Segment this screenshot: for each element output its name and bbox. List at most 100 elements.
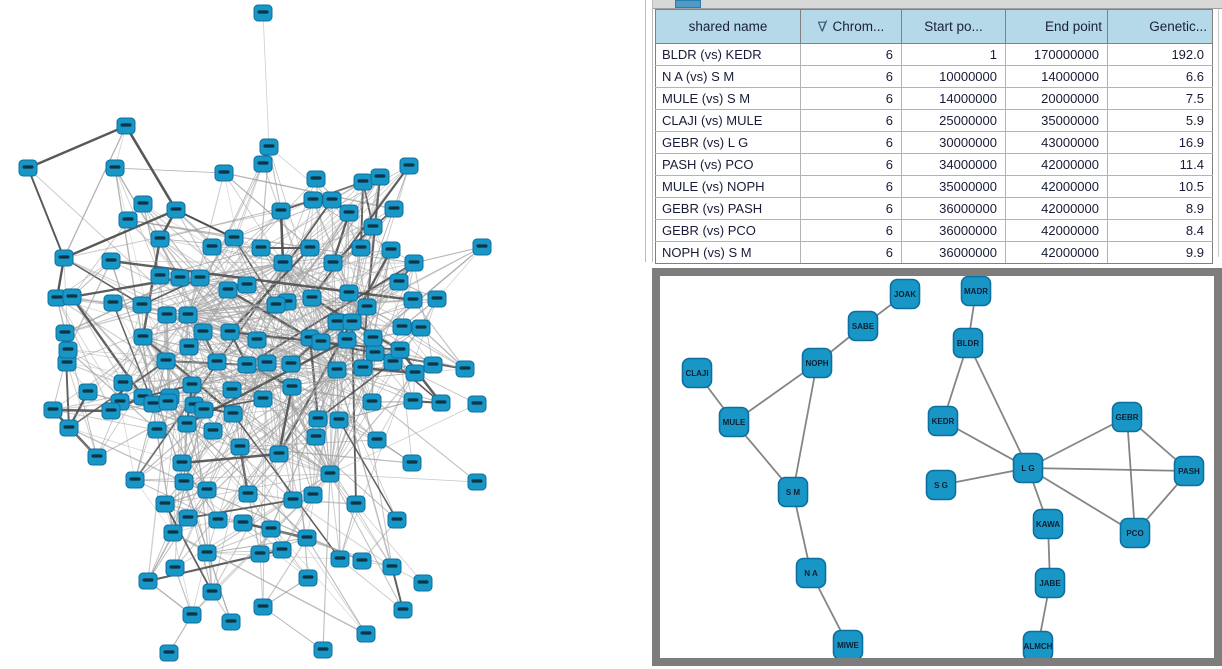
table-cell-chromosome[interactable]: 6 xyxy=(800,175,902,198)
table-cell-start-position[interactable]: 34000000 xyxy=(901,153,1006,176)
node-shape[interactable] xyxy=(927,405,959,437)
network-node[interactable] xyxy=(214,164,234,182)
table-cell-genetic[interactable]: 16.9 xyxy=(1107,131,1213,154)
table-cell-shared-name[interactable]: N A (vs) S M xyxy=(655,65,801,88)
network-node[interactable] xyxy=(365,344,385,362)
network-node[interactable] xyxy=(342,313,362,331)
node-shape[interactable] xyxy=(889,278,921,310)
table-cell-genetic[interactable]: 9.9 xyxy=(1107,241,1213,264)
network-edge[interactable] xyxy=(291,386,294,501)
table-cell-shared-name[interactable]: GEBR (vs) PASH xyxy=(655,197,801,220)
network-edge[interactable] xyxy=(141,238,162,338)
network-edge[interactable] xyxy=(262,537,308,608)
network-edge[interactable] xyxy=(262,12,270,148)
network-node[interactable] xyxy=(306,428,326,446)
network-edge[interactable] xyxy=(152,403,208,491)
table-cell-genetic[interactable]: 6.6 xyxy=(1107,65,1213,88)
network-edge[interactable] xyxy=(211,246,284,264)
network-edge[interactable] xyxy=(317,361,394,420)
network-edge[interactable] xyxy=(187,262,415,316)
node-shape[interactable] xyxy=(795,557,827,589)
network-edge[interactable] xyxy=(141,304,367,635)
table-cell-chromosome[interactable]: 6 xyxy=(800,153,902,176)
network-edge[interactable] xyxy=(256,339,338,371)
network-node[interactable] xyxy=(125,471,145,489)
table-row[interactable]: GEBR (vs) PASH 6 36000000 42000000 8.9 xyxy=(655,197,1213,220)
network-edge[interactable] xyxy=(142,336,233,391)
subnetwork-view[interactable]: JOAK SABE NOPH CLAJI MULE S M N A MIWE MADR BLDR K… xyxy=(660,276,1214,658)
subnetwork-node-joak[interactable]: JOAK xyxy=(889,278,921,310)
table-cell-shared-name[interactable]: BLDR (vs) KEDR xyxy=(655,43,801,66)
network-edge[interactable] xyxy=(278,369,338,455)
subnetwork-node-gebr[interactable]: GEBR xyxy=(1111,401,1143,433)
network-edge[interactable] xyxy=(322,473,331,651)
network-node[interactable] xyxy=(203,422,223,440)
network-node[interactable] xyxy=(101,252,121,270)
network-edge[interactable] xyxy=(227,289,311,339)
network-node[interactable] xyxy=(363,329,383,347)
table-row[interactable]: NOPH (vs) S M 6 36000000 42000000 9.9 xyxy=(655,241,1213,264)
network-node[interactable] xyxy=(202,583,222,601)
node-shape[interactable] xyxy=(801,347,833,379)
network-node[interactable] xyxy=(329,411,349,429)
network-node[interactable] xyxy=(455,360,475,378)
network-edge[interactable] xyxy=(339,503,357,560)
table-cell-chromosome[interactable]: 6 xyxy=(800,241,902,264)
network-node[interactable] xyxy=(352,552,372,570)
network-edge[interactable] xyxy=(187,314,322,343)
network-edge[interactable] xyxy=(329,473,393,568)
network-edge[interactable] xyxy=(277,386,294,455)
network-node[interactable] xyxy=(207,353,227,371)
network-node[interactable] xyxy=(202,238,222,256)
network-edge[interactable] xyxy=(291,386,373,403)
network-node[interactable] xyxy=(172,454,192,472)
network-node[interactable] xyxy=(174,473,194,491)
network-edge[interactable] xyxy=(52,362,268,411)
table-tab-fragment[interactable] xyxy=(675,0,701,8)
network-edge[interactable] xyxy=(67,349,373,403)
network-node[interactable] xyxy=(337,331,357,349)
network-node[interactable] xyxy=(179,338,199,356)
network-edge[interactable] xyxy=(275,299,414,306)
network-edge[interactable] xyxy=(167,398,264,403)
table-cell-shared-name[interactable]: PASH (vs) PCO xyxy=(655,153,801,176)
network-edge[interactable] xyxy=(372,226,403,328)
node-shape[interactable] xyxy=(847,310,879,342)
network-node[interactable] xyxy=(323,254,343,272)
network-edge[interactable] xyxy=(351,321,357,505)
network-edge[interactable] xyxy=(142,336,234,415)
network-node[interactable] xyxy=(339,284,359,302)
network-edge[interactable] xyxy=(27,167,65,259)
table-cell-start-position[interactable]: 30000000 xyxy=(901,131,1006,154)
network-node[interactable] xyxy=(253,4,273,22)
network-node[interactable] xyxy=(346,495,366,513)
network-node[interactable] xyxy=(253,598,273,616)
network-node[interactable] xyxy=(311,333,331,351)
network-edge[interactable] xyxy=(366,165,410,308)
network-node[interactable] xyxy=(306,170,326,188)
network-edge[interactable] xyxy=(309,247,331,475)
network-edge[interactable] xyxy=(63,210,282,259)
subnetwork-node-n-a[interactable]: N A xyxy=(795,557,827,589)
network-edge[interactable] xyxy=(206,489,213,593)
network-edge[interactable] xyxy=(52,409,158,431)
network-edge[interactable] xyxy=(339,558,404,611)
network-node[interactable] xyxy=(182,376,202,394)
network-edge[interactable] xyxy=(329,473,341,560)
table-cell-end-point[interactable]: 42000000 xyxy=(1005,153,1108,176)
table-row[interactable]: GEBR (vs) L G 6 30000000 43000000 16.9 xyxy=(655,131,1213,154)
network-node[interactable] xyxy=(247,331,267,349)
network-edge[interactable] xyxy=(232,401,373,415)
network-edge[interactable] xyxy=(206,528,272,554)
network-edge[interactable] xyxy=(336,369,414,402)
network-node[interactable] xyxy=(322,191,342,209)
subnetwork-node-s-m[interactable]: S M xyxy=(777,476,809,508)
network-edge[interactable] xyxy=(164,503,244,524)
network-edge[interactable] xyxy=(320,341,401,351)
network-node[interactable] xyxy=(353,359,373,377)
table-cell-end-point[interactable]: 35000000 xyxy=(1005,109,1108,132)
network-node[interactable] xyxy=(133,328,153,346)
network-edge[interactable] xyxy=(331,199,334,264)
network-node[interactable] xyxy=(103,294,123,312)
network-node[interactable] xyxy=(155,495,175,513)
